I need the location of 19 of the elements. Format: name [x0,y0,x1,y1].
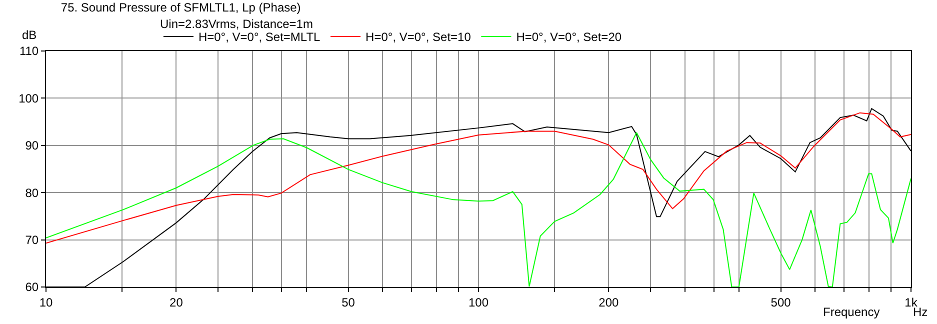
x-tick-label: 20 [170,295,184,310]
y-tick-label: 110 [19,44,39,58]
x-tick-label: 200 [598,295,620,310]
y-tick-label: 70 [25,233,39,247]
chart-title: 75. Sound Pressure of SFMLTL1, Lp (Phase) [60,0,301,15]
legend-label: H=0°, V=0°, Set=MLTL [198,30,321,44]
legend-label: H=0°, V=0°, Set=10 [366,30,472,44]
x-tick-label: 500 [770,295,792,310]
y-axis-title: dB [22,28,37,42]
y-tick-label: 80 [25,186,39,200]
x-tick-label: 100 [468,295,489,310]
x-tick-label: 10 [39,295,53,310]
chart-subtitle: Uin=2.83Vrms, Distance=1m [160,17,313,31]
legend-label: H=0°, V=0°, Set=20 [516,30,622,44]
y-tick-label: 60 [25,280,39,294]
y-tick-label: 100 [18,91,39,106]
x-tick-label: 50 [342,295,356,310]
x-axis-title: Frequency [823,305,880,319]
y-tick-label: 90 [25,138,39,153]
